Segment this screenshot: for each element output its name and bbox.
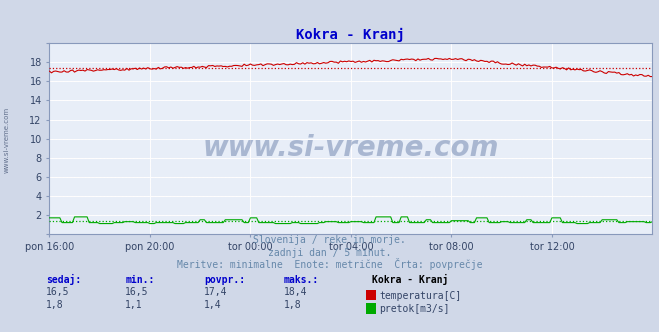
Text: povpr.:: povpr.: <box>204 275 245 285</box>
Text: 17,4: 17,4 <box>204 288 228 297</box>
Text: zadnji dan / 5 minut.: zadnji dan / 5 minut. <box>268 248 391 258</box>
Text: 1,8: 1,8 <box>46 300 64 310</box>
Text: Slovenija / reke in morje.: Slovenija / reke in morje. <box>253 235 406 245</box>
Text: www.si-vreme.com: www.si-vreme.com <box>203 134 499 162</box>
Text: 16,5: 16,5 <box>46 288 70 297</box>
Text: Kokra - Kranj: Kokra - Kranj <box>372 274 449 285</box>
Text: 18,4: 18,4 <box>283 288 307 297</box>
Text: 1,8: 1,8 <box>283 300 301 310</box>
Title: Kokra - Kranj: Kokra - Kranj <box>297 28 405 42</box>
Text: Meritve: minimalne  Enote: metrične  Črta: povprečje: Meritve: minimalne Enote: metrične Črta:… <box>177 258 482 270</box>
Text: 1,4: 1,4 <box>204 300 222 310</box>
Text: min.:: min.: <box>125 275 155 285</box>
Text: sedaj:: sedaj: <box>46 274 81 285</box>
Text: maks.:: maks.: <box>283 275 318 285</box>
Text: 16,5: 16,5 <box>125 288 149 297</box>
Text: pretok[m3/s]: pretok[m3/s] <box>379 304 449 314</box>
Text: www.si-vreme.com: www.si-vreme.com <box>3 106 10 173</box>
Text: temperatura[C]: temperatura[C] <box>379 291 461 301</box>
Text: 1,1: 1,1 <box>125 300 143 310</box>
